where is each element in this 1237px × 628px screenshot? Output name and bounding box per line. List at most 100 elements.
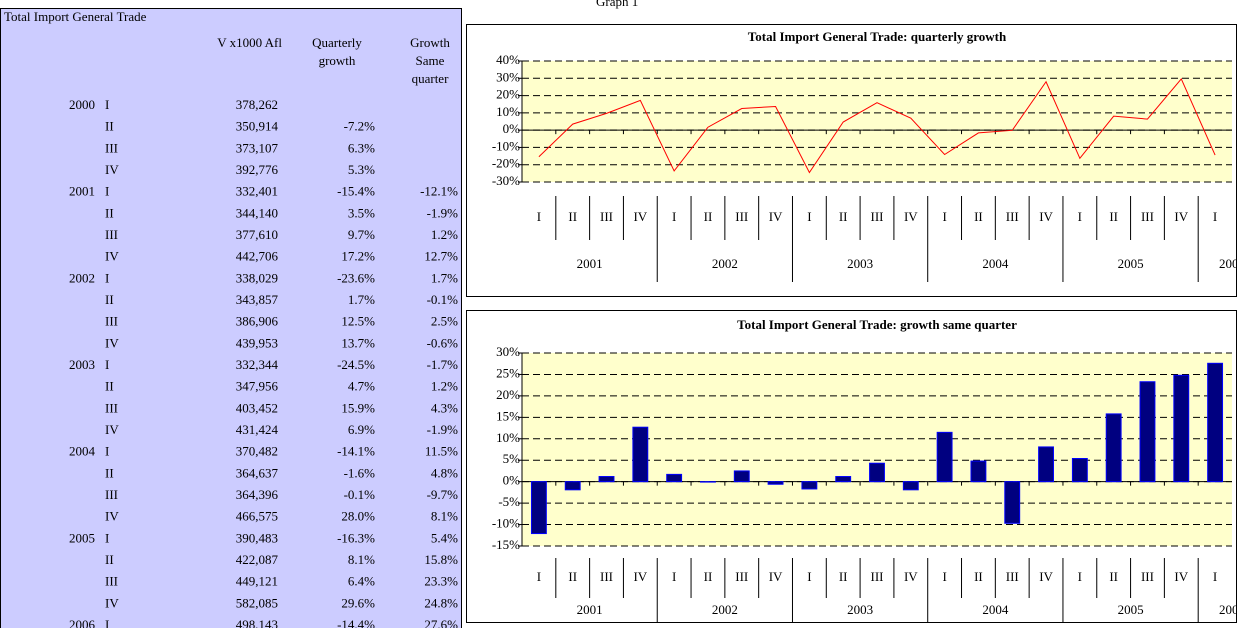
table-cell: 1.2% [431,379,458,394]
table-cell: 12.7% [424,249,458,264]
series-line [538,78,1216,174]
table-cell: 1.7% [431,270,458,285]
x-tick-label: III [600,209,613,224]
bar [598,476,615,483]
y-tick-label: -30% [492,173,520,188]
table-cell: 370,482 [236,444,278,459]
table-cell: 17.2% [341,249,375,264]
table-cell: 1.7% [348,292,375,307]
table-cell: 466,575 [236,509,278,524]
table-cell: 403,452 [236,400,278,415]
table-cell: 338,029 [236,270,278,285]
table-cell: I [105,530,109,545]
table-cell: 332,401 [236,184,278,199]
bar [530,481,547,535]
table-cell: 24.8% [424,595,458,610]
x-tick-label: III [871,209,884,224]
table-cell: 4.3% [431,400,458,415]
table-cell: II [105,119,114,134]
column-header: V x1000 Afl [217,35,282,50]
table-cell: 439,953 [236,335,278,350]
table-cell: -1.9% [427,205,459,220]
table-cell: III [105,487,118,502]
bar [1105,413,1122,483]
year-label: 2002 [712,256,738,271]
x-tick-label: I [1213,569,1217,584]
table-cell: 2005 [69,530,95,545]
x-tick-label: II [704,569,713,584]
table-cell: 373,107 [236,140,279,155]
x-tick-label: III [735,569,748,584]
x-tick-label: I [942,569,946,584]
y-tick-label: 30% [496,344,520,359]
table-cell: -12.1% [420,184,458,199]
y-tick-label: 20% [496,387,520,402]
y-tick-label: 0% [503,473,521,488]
year-label: 2001 [577,602,603,617]
chart-title: Total Import General Trade: quarterly gr… [748,29,1007,44]
plot-area [522,61,1232,182]
x-tick-label: I [1213,209,1217,224]
x-tick-label: IV [1174,569,1188,584]
bar [632,426,649,483]
table-cell: 6.4% [348,574,375,589]
x-tick-label: III [1141,209,1154,224]
table-cell: IV [105,162,119,177]
y-tick-label: -5% [498,494,520,509]
table-cell: IV [105,335,119,350]
bar [1038,446,1054,483]
table-cell: 2003 [69,357,95,372]
year-label: 2004 [982,256,1009,271]
y-tick-label: 20% [496,87,520,102]
y-tick-label: 10% [496,104,520,119]
x-tick-label: IV [633,569,647,584]
table-cell: 2001 [69,184,95,199]
x-tick-label: IV [633,209,647,224]
table-cell: -1.7% [427,357,459,372]
table-cell: II [105,552,114,567]
table-cell: 4.8% [431,465,458,480]
table-cell: 3.5% [348,205,375,220]
x-tick-label: II [974,569,983,584]
plot-area [522,353,1232,546]
table-cell: 1.2% [431,227,458,242]
x-tick-label: III [871,569,884,584]
x-tick-label: III [600,569,613,584]
table-cell: III [105,227,118,242]
table-cell: 13.7% [341,335,375,350]
x-tick-label: III [1141,569,1154,584]
y-tick-label: -20% [492,156,520,171]
table-cell: 347,956 [236,379,279,394]
table-cell: 2002 [69,270,95,285]
x-tick-label: IV [904,209,918,224]
x-tick-label: III [1006,569,1019,584]
table-cell: 442,706 [236,249,279,264]
table-cell: IV [105,509,119,524]
table-title: Total Import General Trade [4,9,147,24]
table-cell: 344,140 [236,205,278,220]
table-panel [0,8,462,628]
column-header: growth [319,53,356,68]
table-cell: -14.4% [337,617,375,628]
table-cell: 343,857 [236,292,279,307]
table-cell: I [105,617,109,628]
bar [1173,374,1190,483]
x-tick-label: IV [769,209,783,224]
table-cell: III [105,140,118,155]
x-tick-label: I [807,209,811,224]
x-tick-label: IV [1039,209,1053,224]
x-tick-label: IV [769,569,783,584]
bar [869,462,885,483]
x-tick-label: IV [1174,209,1188,224]
x-tick-label: II [568,569,577,584]
year-label: 2004 [982,602,1009,617]
table-cell: 5.4% [431,530,458,545]
table-cell: III [105,400,118,415]
column-header: Growth [410,35,450,50]
table-cell: 4.7% [348,379,375,394]
caption: Graph 1 [596,0,638,9]
table-cell: IV [105,595,119,610]
bar [733,470,750,483]
bar [936,431,953,483]
